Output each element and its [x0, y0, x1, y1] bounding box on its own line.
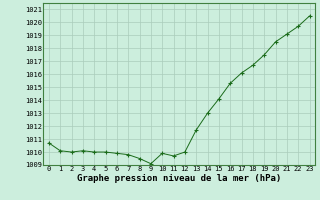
X-axis label: Graphe pression niveau de la mer (hPa): Graphe pression niveau de la mer (hPa) [77, 174, 281, 183]
